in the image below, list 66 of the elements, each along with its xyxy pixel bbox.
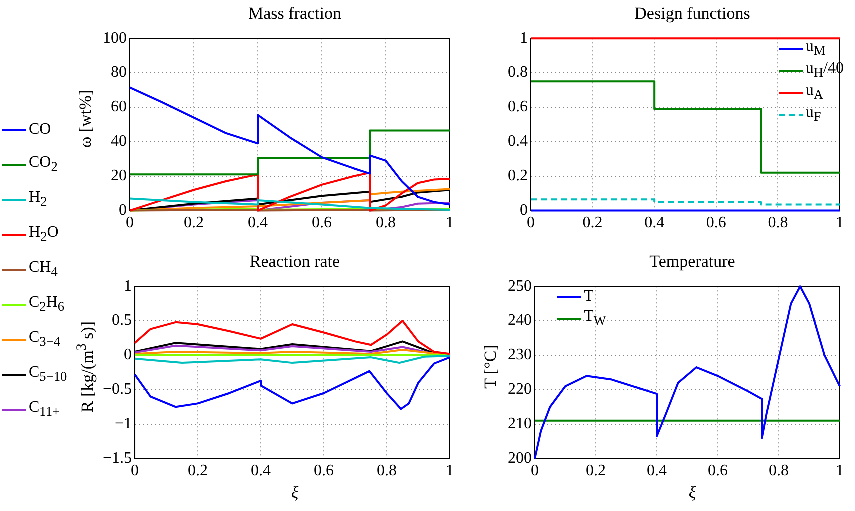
legend-label: C$_{2}$H$_{6}$ [29,294,65,316]
x-tick-label: 0.4 [251,462,272,480]
y-tick-label: 200 [508,450,532,468]
x-tick-label: 1 [446,214,454,232]
x-tick-label: 1 [836,462,844,480]
chart-title: Reaction rate [248,251,342,273]
x-tick-label: 1 [836,214,844,232]
y-tick-label: 60 [111,98,127,116]
y-axis-title: ω [wt%] [76,90,96,148]
x-tick-label: 0.8 [377,462,398,480]
y-tick-label: 220 [508,381,532,398]
chart-title: Temperature [648,251,736,273]
x-tick-label: 0.2 [586,462,606,480]
legend-label: CH$_{4}$ [29,258,58,280]
legend-label: T [584,288,594,306]
y-axis-title: T [°C] [481,345,501,389]
y-tick-label: 100 [103,30,127,47]
x-tick-label: 0.2 [184,214,204,232]
x-tick-label: 1 [446,462,454,480]
x-tick-label: 0.2 [188,462,208,480]
y-tick-label: 240 [508,312,532,330]
x-tick-label: 0.4 [248,214,268,232]
y-tick-label: 1 [520,30,528,47]
y-tick-label: 0.8 [508,64,528,82]
legend-label: H$_{2}$ [29,188,48,210]
x-tick-label: 0.8 [768,214,788,232]
legend-label: C$_{11+}$ [29,398,60,420]
y-tick-label: 250 [508,278,532,295]
legend-label: u$_{F}$ [806,104,822,126]
y-tick-label: −0.5 [102,381,132,398]
y-tick-label: 80 [111,64,127,82]
x-tick-label: 0.8 [769,462,789,480]
x-tick-label: 0.6 [706,214,726,232]
y-tick-label: 230 [508,346,532,364]
x-tick-label: 0.6 [312,214,332,232]
legend-label: C$_{3−4}$ [29,328,61,350]
y-tick-label: 0.6 [508,98,528,116]
x-tick-label: 0.6 [708,462,728,480]
x-tick-label: 0.6 [314,462,334,480]
y-tick-label: 40 [111,133,127,150]
legend-label: T$_{W}$ [584,308,606,330]
y-tick-label: 0.2 [508,168,528,185]
y-tick-label: 210 [508,416,532,433]
x-tick-label: 0.4 [644,214,665,232]
y-tick-label: 20 [111,168,127,185]
y-tick-label: 1 [124,278,132,295]
y-tick-label: 0.4 [508,133,528,150]
legend-label: u$_{M}$ [806,38,826,60]
legend-label: H$_{2}$O [29,224,59,246]
legend-label: CO [29,120,52,138]
y-tick-label: −1.5 [102,450,132,468]
chart-title: Mass fraction [247,3,342,25]
x-tick-label: 0.2 [582,214,603,232]
y-tick-label: 0 [119,202,127,220]
legend-label: C$_{5−10}$ [29,364,68,386]
chart-title: Design functions [634,3,752,25]
x-tick-label: 0.8 [376,214,396,232]
x-tick-label: 0.4 [647,462,667,480]
y-tick-label: 0 [520,202,528,220]
y-tick-label: 0.5 [112,312,132,330]
y-tick-label: −1 [114,416,132,433]
legend-label: CO$_{2}$ [29,154,58,176]
x-axis-title: ξ [290,483,300,502]
y-tick-label: 0 [124,346,132,364]
legend-label: u$_{A}$ [806,82,824,104]
x-axis-title: ξ [688,483,698,502]
